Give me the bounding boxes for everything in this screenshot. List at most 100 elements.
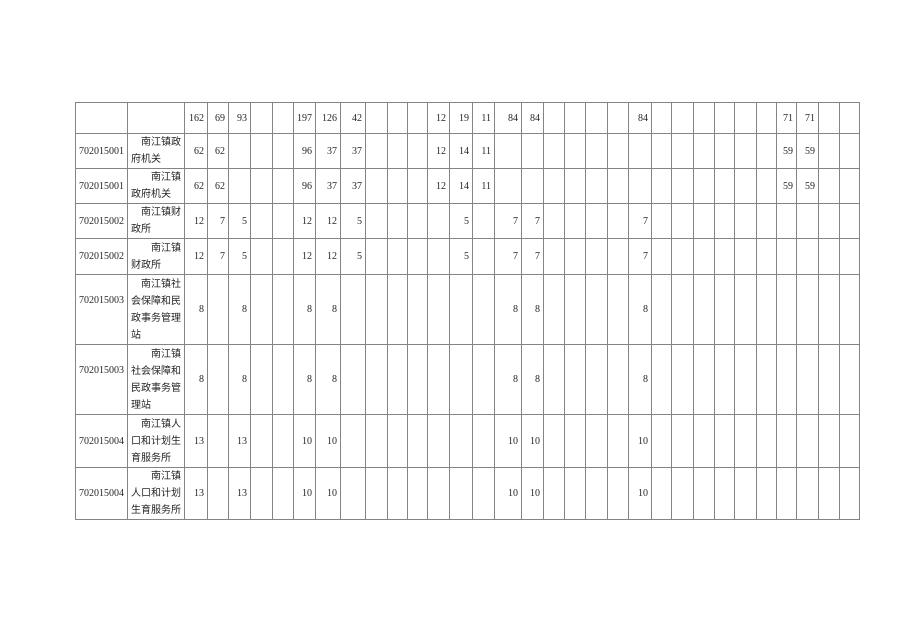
value-cell	[839, 102, 860, 134]
value-cell	[839, 203, 860, 239]
org-name-cell: 南江镇 人口和计划 生育服务所	[127, 467, 185, 520]
table-row: 702015002 南江镇财 政所 12 7 5 12 12 5 5 7 7 7	[75, 203, 860, 239]
value-cell	[651, 133, 672, 169]
value-cell	[250, 414, 273, 468]
value-cell: 71	[796, 102, 819, 134]
value-cell	[387, 203, 408, 239]
org-code-cell	[75, 102, 128, 134]
value-cell	[543, 467, 565, 520]
value-cell	[818, 344, 840, 415]
value-cell: 7	[521, 238, 544, 275]
value-cell: 126	[315, 102, 341, 134]
value-cell: 84	[521, 102, 544, 134]
org-code-cell: 702015004	[75, 414, 128, 468]
value-cell: 10	[494, 414, 522, 468]
org-name-cell: 南江镇人 口和计划生 育服务所	[127, 414, 185, 468]
value-cell	[340, 467, 366, 520]
value-cell: 8	[184, 274, 208, 345]
value-cell	[693, 133, 715, 169]
value-cell	[756, 168, 777, 204]
value-cell	[365, 467, 388, 520]
value-cell: 62	[207, 133, 229, 169]
value-cell	[693, 203, 715, 239]
value-cell	[449, 344, 473, 415]
value-cell	[250, 102, 273, 134]
value-cell	[472, 238, 495, 275]
value-cell: 12	[427, 168, 450, 204]
value-cell	[585, 168, 608, 204]
value-cell	[671, 133, 694, 169]
value-cell	[365, 274, 388, 345]
value-cell	[365, 203, 388, 239]
value-cell: 13	[184, 467, 208, 520]
value-cell	[427, 467, 450, 520]
value-cell: 7	[494, 238, 522, 275]
value-cell	[228, 168, 251, 204]
value-cell	[607, 133, 629, 169]
value-cell	[340, 274, 366, 345]
value-cell	[756, 203, 777, 239]
value-cell	[818, 467, 840, 520]
value-cell: 7	[628, 238, 652, 275]
value-cell	[228, 133, 251, 169]
value-cell: 8	[628, 274, 652, 345]
value-cell: 13	[228, 414, 251, 468]
table-row: 702015004 南江镇人 口和计划生 育服务所 13 13 10 10 10 10 10	[75, 414, 860, 468]
value-cell	[543, 102, 565, 134]
value-cell	[585, 238, 608, 275]
value-cell	[607, 467, 629, 520]
value-cell	[734, 203, 757, 239]
value-cell	[387, 274, 408, 345]
value-cell: 69	[207, 102, 229, 134]
value-cell	[272, 168, 294, 204]
value-cell: 12	[315, 203, 341, 239]
value-cell: 5	[228, 238, 251, 275]
value-cell: 59	[776, 168, 797, 204]
value-cell: 8	[293, 344, 316, 415]
value-cell: 8	[521, 274, 544, 345]
value-cell	[756, 414, 777, 468]
value-cell	[250, 274, 273, 345]
value-cell	[449, 467, 473, 520]
value-cell: 11	[472, 133, 495, 169]
value-cell	[387, 414, 408, 468]
value-cell	[472, 414, 495, 468]
value-cell	[272, 102, 294, 134]
value-cell	[250, 467, 273, 520]
value-cell: 42	[340, 102, 366, 134]
value-cell	[564, 102, 586, 134]
value-cell	[449, 274, 473, 345]
value-cell	[714, 414, 735, 468]
value-cell	[494, 168, 522, 204]
value-cell: 71	[776, 102, 797, 134]
value-cell: 5	[340, 238, 366, 275]
value-cell: 5	[228, 203, 251, 239]
value-cell	[671, 274, 694, 345]
value-cell	[776, 414, 797, 468]
value-cell	[407, 133, 428, 169]
value-cell	[365, 133, 388, 169]
value-cell	[387, 467, 408, 520]
value-cell	[272, 467, 294, 520]
value-cell	[472, 203, 495, 239]
value-cell	[250, 238, 273, 275]
value-cell	[564, 203, 586, 239]
value-cell	[714, 133, 735, 169]
org-name-cell: 南江镇政 府机关	[127, 133, 185, 169]
value-cell: 10	[521, 467, 544, 520]
org-name-cell	[127, 102, 185, 134]
value-cell	[543, 274, 565, 345]
value-cell: 19	[449, 102, 473, 134]
budget-table: 162 69 93 197 126 42 12 19 11 84 84 84 71 71 702015001…	[75, 102, 860, 520]
value-cell	[250, 168, 273, 204]
value-cell	[387, 133, 408, 169]
value-cell: 14	[449, 133, 473, 169]
value-cell	[714, 203, 735, 239]
value-cell	[756, 467, 777, 520]
value-cell	[671, 203, 694, 239]
value-cell	[272, 238, 294, 275]
org-name-cell: 南江镇 政府机关	[127, 168, 185, 204]
value-cell	[714, 467, 735, 520]
value-cell	[407, 414, 428, 468]
